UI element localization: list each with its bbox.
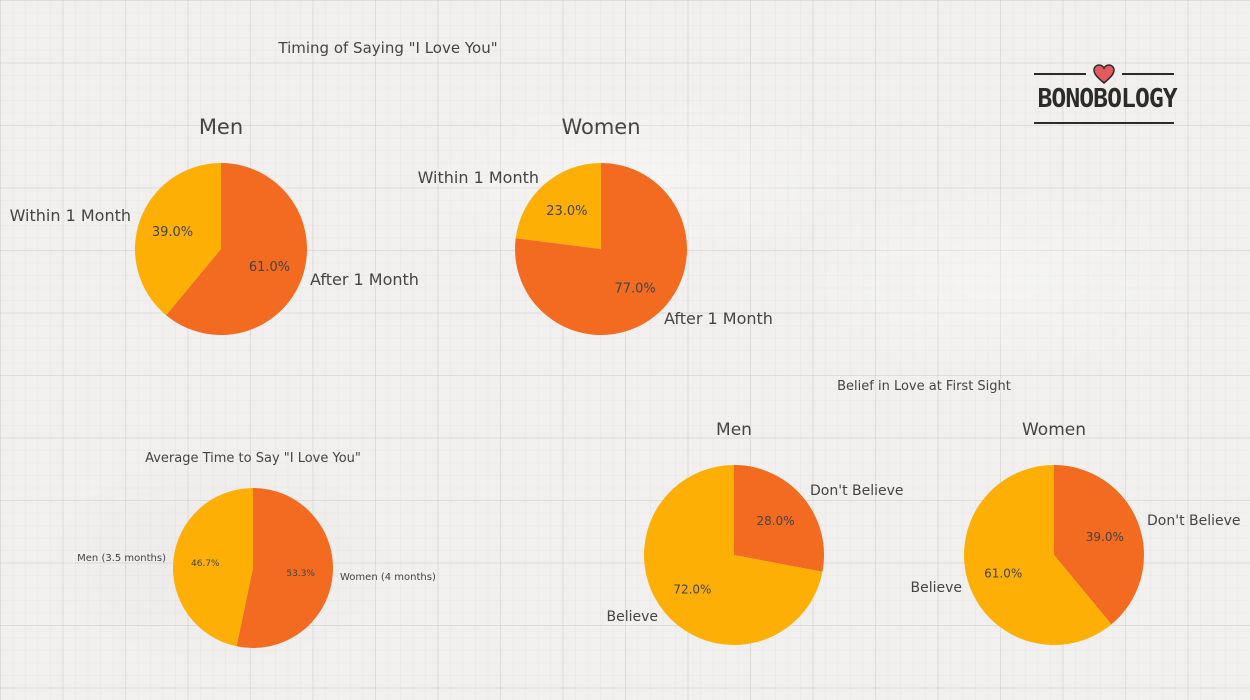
chart-3-slice-label-1: Believe xyxy=(606,609,658,625)
logo-rule-right xyxy=(1122,73,1174,75)
chart-3-slice-label-0: Don't Believe xyxy=(810,483,904,499)
chart-1-pct-label-1: 77.0% xyxy=(614,281,655,296)
chart-4-slice-0 xyxy=(1054,465,1145,625)
chart-2-slice-0 xyxy=(236,488,333,648)
chart-3-subtitle: Men xyxy=(716,420,752,440)
chart-4-slice-1 xyxy=(964,465,1112,646)
chart-2-slice-label-0: Women (4 months) xyxy=(340,572,436,583)
chart-2-pct-label-0: 53.3% xyxy=(286,569,315,579)
chart-2-slice-label-1: Men (3.5 months) xyxy=(77,553,166,564)
logo-wordmark: BONOBOLOGY xyxy=(1037,84,1178,114)
logo-rule-bottom xyxy=(1034,122,1174,124)
chart-3-slice-1 xyxy=(644,465,823,645)
chart-1-pct-label-0: 23.0% xyxy=(546,204,587,219)
chart-1-slice-label-1: After 1 Month xyxy=(664,309,773,328)
chart-3-pct-label-0: 28.0% xyxy=(757,514,795,528)
chart-1-slice-1 xyxy=(515,162,688,335)
chart-1-subtitle: Women xyxy=(561,115,640,139)
chart-0-title: Timing of Saying "I Love You" xyxy=(277,39,497,57)
chart-0-pct-label-1: 61.0% xyxy=(249,260,290,275)
chart-4-slice-label-1: Believe xyxy=(910,580,962,596)
chart-0-slice-label-0: Within 1 Month xyxy=(10,206,131,225)
chart-1-slice-0 xyxy=(515,163,601,249)
chart-0-slice-1 xyxy=(166,163,308,335)
heart-icon xyxy=(1093,64,1115,84)
bonobology-logo: BONOBOLOGY xyxy=(1034,64,1178,126)
chart-2-title: Average Time to Say "I Love You" xyxy=(145,451,361,466)
chart-3-pct-label-1: 72.0% xyxy=(673,583,711,597)
chart-0-pct-label-0: 39.0% xyxy=(152,225,193,240)
chart-4-subtitle: Women xyxy=(1022,420,1086,440)
chart-4-slice-label-0: Don't Believe xyxy=(1147,513,1241,529)
logo-rule-left xyxy=(1034,73,1086,75)
chart-0-slice-label-1: After 1 Month xyxy=(310,270,419,289)
chart-4-pct-label-0: 39.0% xyxy=(1086,530,1124,544)
chart-2-slice-1 xyxy=(172,488,253,647)
chart-3-slice-0 xyxy=(734,465,825,572)
chart-0-slice-0 xyxy=(135,163,221,316)
chart-2-pct-label-1: 46.7% xyxy=(191,559,220,569)
chart-1-slice-label-0: Within 1 Month xyxy=(418,168,539,187)
chart-4-pct-label-1: 61.0% xyxy=(984,567,1022,581)
chart-0-subtitle: Men xyxy=(199,115,243,139)
chart-3-title: Belief in Love at First Sight xyxy=(837,379,1011,394)
